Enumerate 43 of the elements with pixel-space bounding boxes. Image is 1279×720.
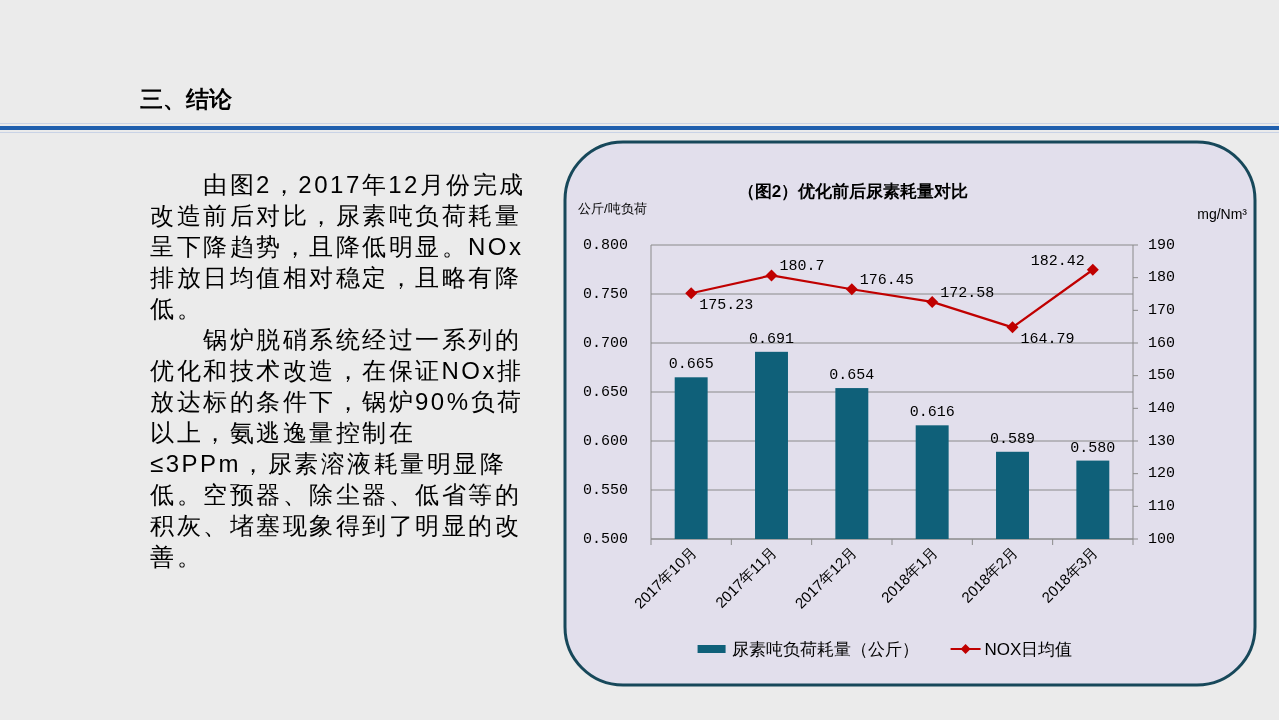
data-label: 182.42 bbox=[1030, 252, 1085, 270]
y2-axis-title: mg/Nm³ bbox=[1197, 206, 1248, 222]
point bbox=[685, 287, 698, 300]
y2-tick-label: 180 bbox=[1148, 269, 1176, 287]
chart-title: （图2）优化前后尿素耗量对比 bbox=[737, 182, 969, 201]
y2-tick-label: 110 bbox=[1148, 497, 1176, 515]
data-label: 175.23 bbox=[699, 297, 754, 315]
y-tick-label: 0.500 bbox=[582, 530, 628, 548]
y2-tick-label: 170 bbox=[1148, 301, 1176, 319]
data-label: 0.691 bbox=[748, 330, 795, 348]
data-label: 0.580 bbox=[1070, 439, 1116, 457]
text: 锅炉脱硝系统经过一系列的优化和技术改造，在保证NOx排放达标的条件下，锅炉90%负荷以上，氨逃逸量控制在≤3PPm，尿素溶液耗量明显降低。空预器、除尘器、低省等的积灰、堵塞现象得到了明显的改善。 bbox=[150, 325, 525, 572]
data-label: 164.79 bbox=[1020, 331, 1075, 349]
y-tick-label: 0.600 bbox=[582, 432, 628, 450]
data-label: 180.7 bbox=[779, 258, 825, 276]
y-tick-label: 0.700 bbox=[582, 334, 628, 352]
text: 由图2，2017年12月份完成改造前后对比，尿素吨负荷耗量呈下降趋势，且降低明显。NOx排放日均值相对稳定，且略有降低。 bbox=[150, 170, 527, 324]
legend-label: 尿素吨负荷耗量（公斤） bbox=[731, 639, 919, 659]
y2-tick-label: 160 bbox=[1148, 334, 1176, 352]
y2-tick-label: 150 bbox=[1148, 367, 1176, 385]
data-label: 0.654 bbox=[829, 367, 875, 385]
point bbox=[1006, 321, 1019, 334]
y-tick-label: 0.650 bbox=[582, 383, 628, 401]
point bbox=[845, 283, 858, 296]
data-label: 172.58 bbox=[940, 284, 995, 302]
data-label: 0.616 bbox=[909, 404, 955, 422]
y2-tick-label: 130 bbox=[1148, 432, 1176, 450]
point bbox=[926, 295, 939, 308]
y-tick-label: 0.800 bbox=[582, 236, 628, 254]
y2-tick-label: 120 bbox=[1148, 465, 1176, 483]
point bbox=[765, 269, 778, 282]
data-label: 0.589 bbox=[989, 430, 1036, 448]
y-tick-label: 0.550 bbox=[582, 481, 628, 499]
data-label: 0.665 bbox=[668, 356, 714, 374]
y-axis-title: 公斤/吨负荷 bbox=[578, 201, 647, 216]
y2-tick-label: 100 bbox=[1148, 530, 1176, 548]
point bbox=[1086, 263, 1099, 276]
text: 三、结论 bbox=[140, 85, 232, 114]
legend-label: NOX日均值 bbox=[984, 639, 1073, 659]
y2-tick-label: 190 bbox=[1148, 236, 1176, 254]
data-label: 176.45 bbox=[859, 272, 914, 290]
y-tick-label: 0.750 bbox=[582, 285, 628, 303]
y2-tick-label: 140 bbox=[1148, 399, 1176, 417]
